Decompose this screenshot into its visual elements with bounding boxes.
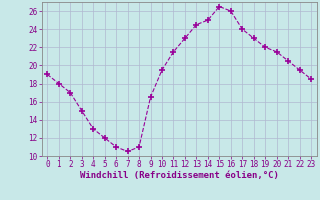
X-axis label: Windchill (Refroidissement éolien,°C): Windchill (Refroidissement éolien,°C) bbox=[80, 171, 279, 180]
